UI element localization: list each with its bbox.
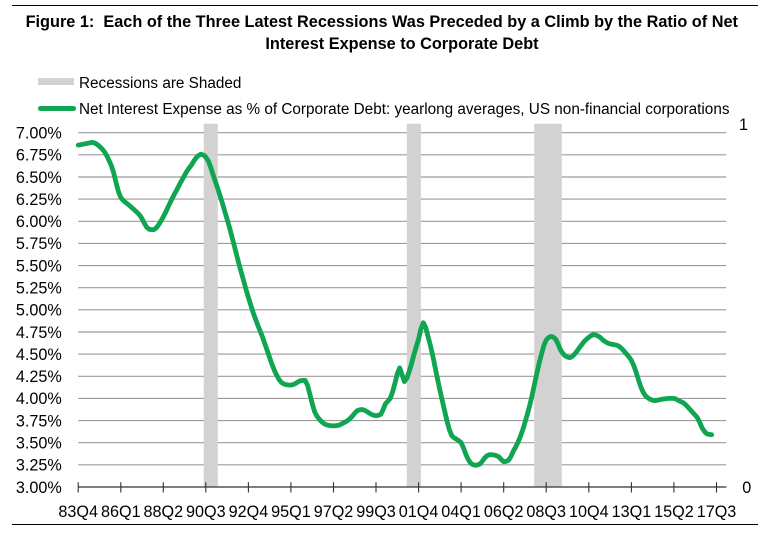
svg-text:4.75%: 4.75% xyxy=(16,324,62,342)
svg-text:5.50%: 5.50% xyxy=(16,257,62,275)
svg-text:6.50%: 6.50% xyxy=(16,169,62,187)
svg-text:88Q2: 88Q2 xyxy=(143,503,183,521)
svg-text:17Q3: 17Q3 xyxy=(697,503,737,521)
svg-text:08Q3: 08Q3 xyxy=(526,503,566,521)
svg-text:4.00%: 4.00% xyxy=(16,390,62,408)
svg-text:06Q2: 06Q2 xyxy=(484,503,524,521)
svg-text:3.25%: 3.25% xyxy=(16,457,62,475)
svg-text:04Q1: 04Q1 xyxy=(441,503,481,521)
svg-text:10Q4: 10Q4 xyxy=(569,503,609,521)
svg-text:4.25%: 4.25% xyxy=(16,368,62,386)
svg-text:1: 1 xyxy=(739,116,748,134)
svg-text:6.75%: 6.75% xyxy=(16,147,62,165)
svg-text:5.25%: 5.25% xyxy=(16,280,62,298)
svg-text:97Q2: 97Q2 xyxy=(314,503,354,521)
svg-text:3.50%: 3.50% xyxy=(16,435,62,453)
svg-text:99Q3: 99Q3 xyxy=(356,503,396,521)
svg-text:5.00%: 5.00% xyxy=(16,302,62,320)
svg-text:6.25%: 6.25% xyxy=(16,191,62,209)
svg-text:86Q1: 86Q1 xyxy=(101,503,141,521)
svg-text:15Q2: 15Q2 xyxy=(654,503,694,521)
svg-text:3.75%: 3.75% xyxy=(16,412,62,430)
svg-text:3.00%: 3.00% xyxy=(16,479,62,497)
svg-text:4.50%: 4.50% xyxy=(16,346,62,364)
svg-text:5.75%: 5.75% xyxy=(16,235,62,253)
svg-text:6.00%: 6.00% xyxy=(16,213,62,231)
svg-text:92Q4: 92Q4 xyxy=(229,503,269,521)
svg-text:01Q4: 01Q4 xyxy=(399,503,439,521)
svg-text:13Q1: 13Q1 xyxy=(612,503,652,521)
svg-text:90Q3: 90Q3 xyxy=(186,503,226,521)
svg-text:7.00%: 7.00% xyxy=(16,125,62,143)
svg-text:83Q4: 83Q4 xyxy=(58,503,98,521)
svg-text:0: 0 xyxy=(742,479,751,497)
svg-text:95Q1: 95Q1 xyxy=(271,503,311,521)
